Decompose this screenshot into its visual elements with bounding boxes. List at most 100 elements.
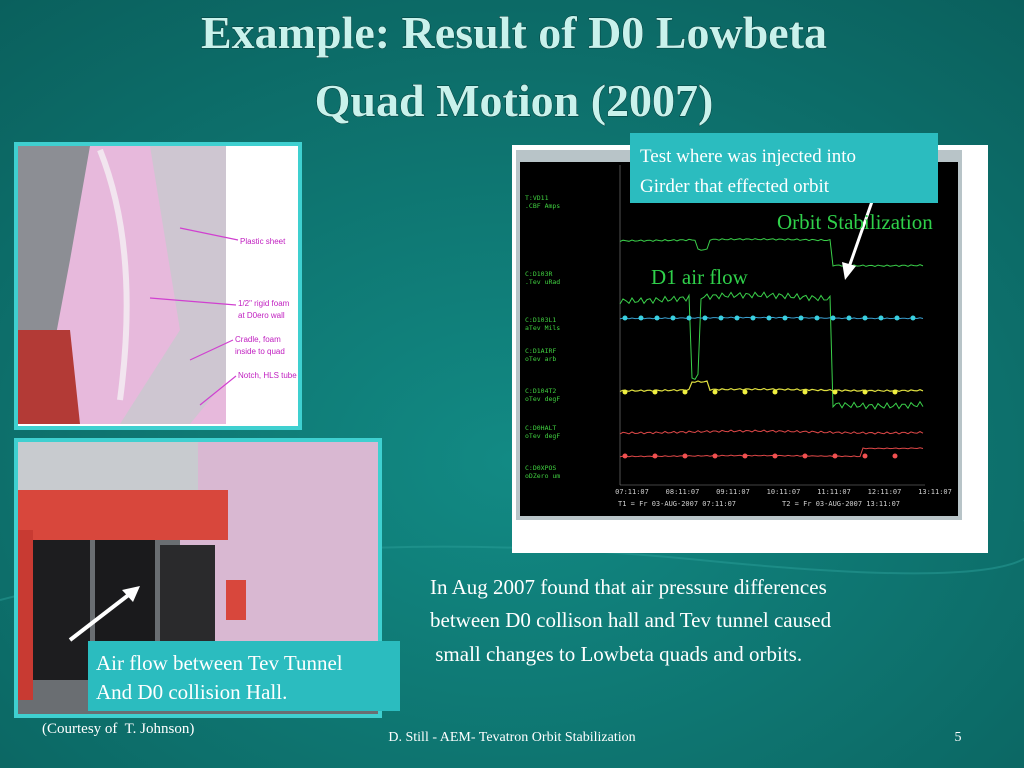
trace	[619, 429, 924, 435]
trace	[619, 291, 924, 410]
plot-screenshot: T:VD11.CBF Amps C:D103R.Tev uRad C:D103L1a…	[512, 145, 988, 553]
callout-line: Test where was injected into	[640, 146, 856, 167]
trace-dot	[832, 389, 838, 395]
time-label: 13:11:07	[918, 488, 952, 496]
annotation: Plastic sheet	[240, 237, 286, 246]
time-label: 12:11:07	[868, 488, 902, 496]
body-line: between D0 collison hall and Tev tunnel …	[430, 608, 832, 632]
trace	[619, 237, 924, 268]
trace-dot	[862, 389, 868, 395]
annotation: Notch, HLS tube	[238, 371, 297, 380]
time-label: 11:11:07	[817, 488, 851, 496]
annotation: at D0ero wall	[238, 311, 285, 320]
t1-label: T1 = Fr 03-AUG-2007 07:11:07	[618, 500, 736, 508]
callout-line: Air flow between Tev Tunnel	[96, 651, 343, 675]
channel-label: C:D104T2	[525, 387, 556, 395]
trace-dot	[686, 315, 692, 321]
annotation: 1/2" rigid foam	[238, 299, 290, 308]
page-number: 5	[955, 730, 962, 745]
trace-dot	[862, 315, 868, 321]
annotation: inside to quad	[235, 347, 285, 356]
trace-dot	[814, 315, 820, 321]
trace-dot	[910, 315, 916, 321]
trace	[619, 316, 924, 320]
t2-label: T2 = Fr 03-AUG-2007 13:11:07	[782, 500, 900, 508]
callout-box	[630, 133, 938, 203]
time-label: 08:11:07	[666, 488, 700, 496]
orbit-label: Orbit Stabilization	[777, 210, 933, 234]
arrow-head	[122, 586, 140, 602]
photo-region	[18, 330, 80, 424]
trace-dot	[802, 389, 808, 395]
arrow-head	[842, 262, 856, 280]
trace-dot	[878, 315, 884, 321]
trace-dot	[652, 453, 658, 459]
courtesy: (Courtesy of T. Johnson)	[42, 721, 194, 737]
trace-dot	[802, 453, 808, 459]
callout-line: Girder that effected orbit	[640, 176, 830, 197]
trace-dot	[766, 315, 772, 321]
callout: Air flow between Tev Tunnel And D0 colli…	[96, 651, 343, 704]
trace-dot	[782, 315, 788, 321]
time-label: 07:11:07	[615, 488, 649, 496]
plot-area	[520, 162, 958, 516]
body-line: small changes to Lowbeta quads and orbit…	[430, 642, 802, 666]
trace-dot	[742, 389, 748, 395]
trace-dot	[702, 315, 708, 321]
air-label: D1 air flow	[651, 265, 749, 289]
trace-dot	[718, 315, 724, 321]
channel-label: C:D103R	[525, 270, 552, 278]
trace-dot	[862, 453, 868, 459]
trace-dot	[750, 315, 756, 321]
trace-dot	[622, 453, 628, 459]
trace-dot	[832, 453, 838, 459]
trace-dot	[846, 315, 852, 321]
callout: Test where was injected into Girder that…	[640, 146, 856, 197]
channel-label: C:D0XPOS	[525, 464, 556, 472]
trace-dot	[638, 315, 644, 321]
callout-box	[88, 641, 400, 711]
trace-dot	[894, 315, 900, 321]
annotation: Cradle, foam	[235, 335, 281, 344]
time-label: 09:11:07	[716, 488, 750, 496]
channel-label: oTev degF	[525, 432, 560, 440]
callout-line: And D0 collision Hall.	[96, 680, 287, 704]
channel-label: oDZero um	[525, 472, 560, 480]
trace-dot	[670, 315, 676, 321]
photo-region	[97, 148, 130, 401]
trace-dot	[712, 453, 718, 459]
title-line: Example: Result of D0 Lowbeta	[201, 7, 827, 58]
arrow	[68, 588, 137, 642]
photo-region	[18, 490, 228, 540]
trace-dot	[622, 315, 628, 321]
trace-dot	[654, 315, 660, 321]
trace-dot	[772, 453, 778, 459]
trace-dot	[682, 389, 688, 395]
channel-label: oTev arb	[525, 355, 556, 363]
trace-dot	[772, 389, 778, 395]
photo-top: Plastic sheet 1/2" rigid foam at D0ero w…	[14, 142, 302, 430]
photo-region	[226, 580, 246, 620]
photo-region	[18, 442, 198, 492]
footer: D. Still - AEM- Tevatron Orbit Stabiliza…	[388, 730, 635, 745]
photo-bottom: Air flow between Tev Tunnel And D0 colli…	[14, 438, 400, 718]
trace-dot	[892, 389, 898, 395]
channel-label: .CBF Amps	[525, 202, 560, 210]
body-line: In Aug 2007 found that air pressure diff…	[430, 575, 827, 599]
trace-dot	[652, 389, 658, 395]
title-line: Quad Motion (2007)	[315, 75, 714, 126]
trace-dot	[682, 453, 688, 459]
trace-dot	[892, 453, 898, 459]
trace-dot	[622, 389, 628, 395]
time-label: 10:11:07	[767, 488, 801, 496]
trace-dot	[712, 389, 718, 395]
annotations: Plastic sheet 1/2" rigid foam at D0ero w…	[235, 237, 297, 380]
photo-region	[30, 540, 90, 680]
channel-label: aTev Mils	[525, 324, 560, 332]
annotation-lines	[149, 227, 239, 406]
arrow	[846, 192, 877, 271]
channel-label: oTev degF	[525, 395, 560, 403]
trace	[619, 380, 924, 393]
